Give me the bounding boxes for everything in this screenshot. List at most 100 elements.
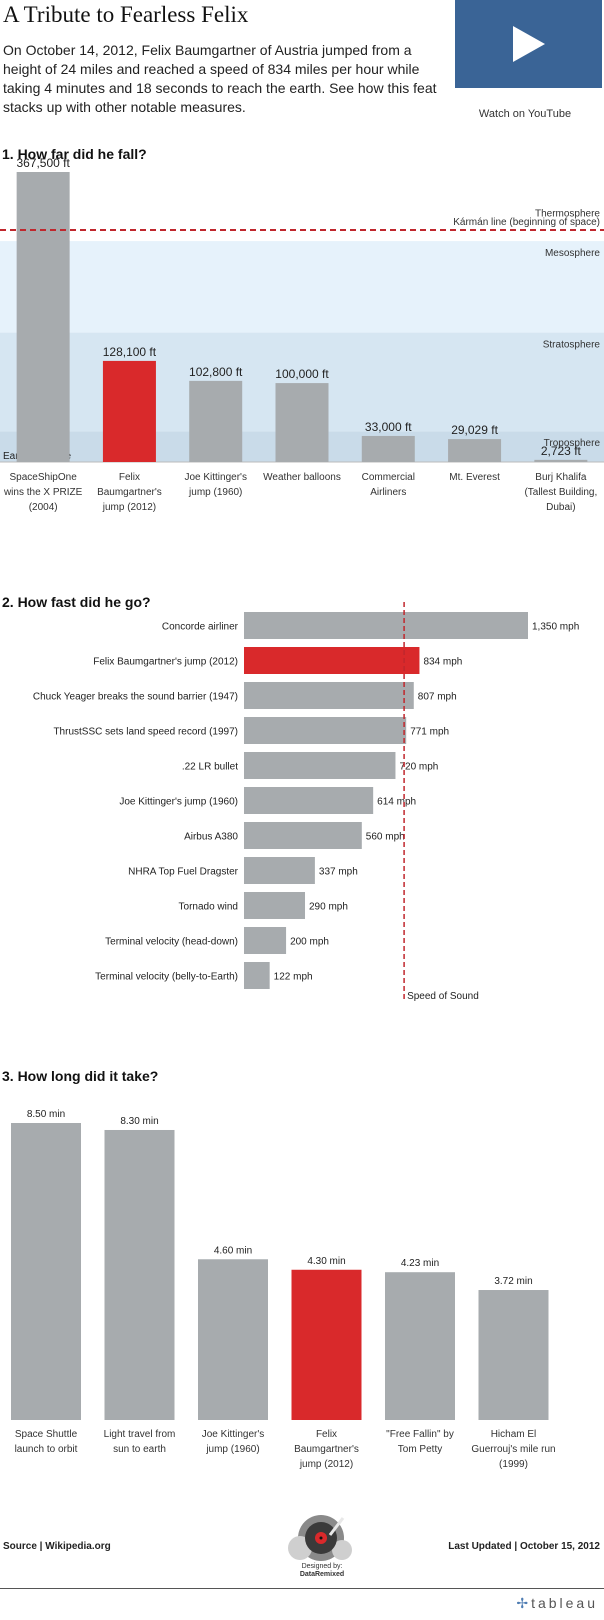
category-label: Guerrouj's mile run	[471, 1444, 555, 1455]
source-text: Source | Wikipedia.org	[3, 1541, 111, 1552]
bar	[244, 962, 270, 989]
category-label: Chuck Yeager breaks the sound barrier (1…	[33, 692, 238, 703]
category-label: Hicham El	[491, 1429, 537, 1440]
data-label: 720 mph	[399, 762, 438, 773]
tableau-wordmark: tableau	[531, 1595, 598, 1611]
category-label: (1999)	[499, 1459, 528, 1470]
bar	[244, 822, 362, 849]
bar	[385, 1272, 455, 1420]
category-label: (2004)	[29, 502, 58, 513]
footer-divider	[0, 1588, 604, 1589]
chart1-title: 1. How far did he fall?	[2, 146, 147, 162]
category-label: SpaceShipOne	[10, 472, 78, 483]
data-label: 100,000 ft	[275, 367, 329, 381]
category-label: jump (2012)	[299, 1459, 353, 1470]
category-label: "Free Fallin" by	[386, 1429, 454, 1440]
category-label: Airliners	[370, 487, 406, 498]
category-label: Tom Petty	[398, 1444, 442, 1455]
category-label: Baumgartner's	[97, 487, 162, 498]
bar	[189, 380, 243, 462]
band-label: Mesosphere	[545, 248, 600, 259]
category-label: jump (1960)	[205, 1444, 259, 1455]
category-label: Joe Kittinger's jump (1960)	[119, 797, 238, 808]
bar	[244, 892, 306, 919]
category-label: .22 LR bullet	[182, 762, 238, 773]
bar	[478, 1290, 549, 1420]
bar	[361, 435, 415, 462]
category-label: Terminal velocity (belly-to-Earth)	[95, 972, 238, 983]
tableau-plus-icon: ✢	[516, 1595, 529, 1611]
category-label: sun to earth	[113, 1444, 166, 1455]
bar	[244, 647, 420, 674]
category-label: Joe Kittinger's	[184, 472, 247, 483]
data-label: 4.60 min	[214, 1245, 252, 1256]
youtube-link[interactable]: Watch on YouTube	[478, 108, 572, 120]
intro-text: On October 14, 2012, Felix Baumgartner o…	[3, 42, 437, 115]
data-label: 128,100 ft	[103, 345, 157, 359]
designed-by-label: Designed by:	[301, 1563, 343, 1570]
data-label: 4.23 min	[401, 1258, 439, 1269]
bar	[534, 459, 588, 462]
bar	[448, 439, 502, 462]
bar	[11, 1123, 81, 1420]
youtube-play-button[interactable]	[455, 0, 602, 88]
data-label: 771 mph	[410, 727, 449, 738]
data-label: 367,500 ft	[16, 156, 70, 170]
bar	[244, 752, 396, 779]
designer-name: DataRemixed	[299, 1571, 345, 1578]
data-label: 834 mph	[423, 657, 462, 668]
category-label: Space Shuttle	[15, 1429, 78, 1440]
speed-chart: Concorde airliner 1,350 mph Felix Baumgart…	[33, 602, 579, 1002]
category-label: Baumgartner's	[294, 1444, 359, 1455]
bar	[291, 1269, 362, 1420]
band-label: Thermosphere	[535, 209, 600, 220]
designed-by: Designed by: DataRemixed	[290, 1563, 354, 1579]
bar	[244, 682, 414, 709]
data-label: 290 mph	[309, 902, 348, 913]
category-label: jump (1960)	[188, 487, 242, 498]
data-label: 3.72 min	[494, 1276, 532, 1287]
last-updated-text: Last Updated | October 15, 2012	[448, 1541, 600, 1552]
data-label: 200 mph	[290, 937, 329, 948]
data-label: 29,029 ft	[451, 423, 498, 437]
data-label: 33,000 ft	[365, 420, 412, 434]
height-chart: Troposphere Stratosphere Mesosphere Thermos…	[0, 156, 604, 513]
category-label: Terminal velocity (head-down)	[105, 937, 238, 948]
band-label: Troposphere	[544, 438, 601, 449]
page-title: A Tribute to Fearless Felix	[3, 2, 249, 27]
data-label: 807 mph	[418, 692, 457, 703]
category-label: Felix	[316, 1429, 337, 1440]
bar	[104, 1129, 175, 1420]
bar	[102, 360, 156, 462]
duration-chart: 8.50 min Space Shuttle launch to orbit 8.30…	[11, 1109, 556, 1470]
play-icon	[513, 26, 545, 62]
category-label: wins the X PRIZE	[3, 487, 83, 498]
tableau-logo[interactable]: ✢ tableau	[516, 1595, 598, 1612]
category-label: Airbus A380	[184, 832, 238, 843]
atmosphere-band	[0, 241, 604, 333]
category-label: launch to orbit	[15, 1444, 78, 1455]
bar	[244, 717, 407, 744]
bar	[244, 612, 528, 639]
atmosphere-band	[0, 201, 604, 242]
category-label: Felix	[119, 472, 140, 483]
bar	[275, 383, 329, 462]
data-label: 1,350 mph	[532, 622, 579, 633]
data-label: 8.30 min	[120, 1116, 158, 1127]
data-label: 8.50 min	[27, 1109, 65, 1120]
band-label: Stratosphere	[543, 340, 601, 351]
category-label: Mt. Everest	[449, 472, 500, 483]
bar	[244, 787, 374, 814]
reference-label: Kármán line (beginning of space)	[453, 217, 600, 228]
category-label: NHRA Top Fuel Dragster	[128, 867, 239, 878]
data-label: 4.30 min	[307, 1256, 345, 1267]
chart3-title: 3. How long did it take?	[2, 1068, 159, 1084]
category-label: ThrustSSC sets land speed record (1997)	[53, 727, 238, 738]
bar	[198, 1259, 268, 1420]
category-label: Tornado wind	[179, 902, 238, 913]
category-label: (Tallest Building,	[524, 487, 597, 498]
data-label: 560 mph	[366, 832, 405, 843]
record-player-icon	[288, 1515, 352, 1561]
category-label: Light travel from	[104, 1429, 176, 1440]
chart2-title: 2. How fast did he go?	[2, 594, 151, 610]
